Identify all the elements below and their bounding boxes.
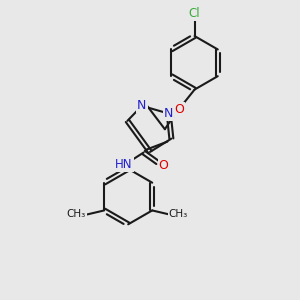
Text: N: N (164, 107, 173, 120)
Text: O: O (174, 103, 184, 116)
Text: HN: HN (115, 158, 133, 171)
Text: N: N (137, 99, 147, 112)
Text: CH₃: CH₃ (168, 209, 188, 219)
Text: CH₃: CH₃ (67, 209, 86, 219)
Text: Cl: Cl (189, 7, 200, 20)
Text: O: O (158, 159, 168, 172)
